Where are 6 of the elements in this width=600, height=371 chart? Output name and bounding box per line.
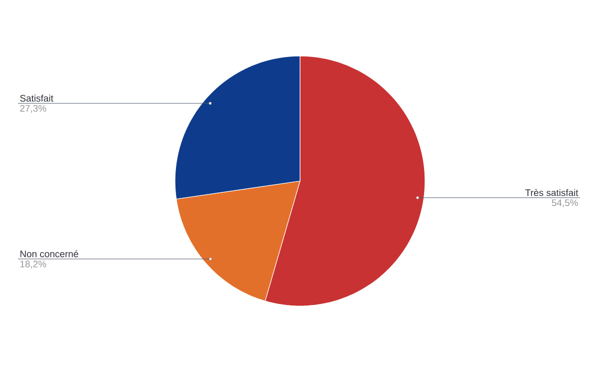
- data-label: 27,3%: [20, 105, 46, 113]
- data-label: 54,5%: [552, 199, 578, 208]
- slice-label: Satisfait: [20, 94, 54, 102]
- slice-label: Non concerné: [20, 250, 78, 258]
- slice-label: Très satisfait: [525, 188, 578, 196]
- data-label: 18,2%: [20, 260, 46, 268]
